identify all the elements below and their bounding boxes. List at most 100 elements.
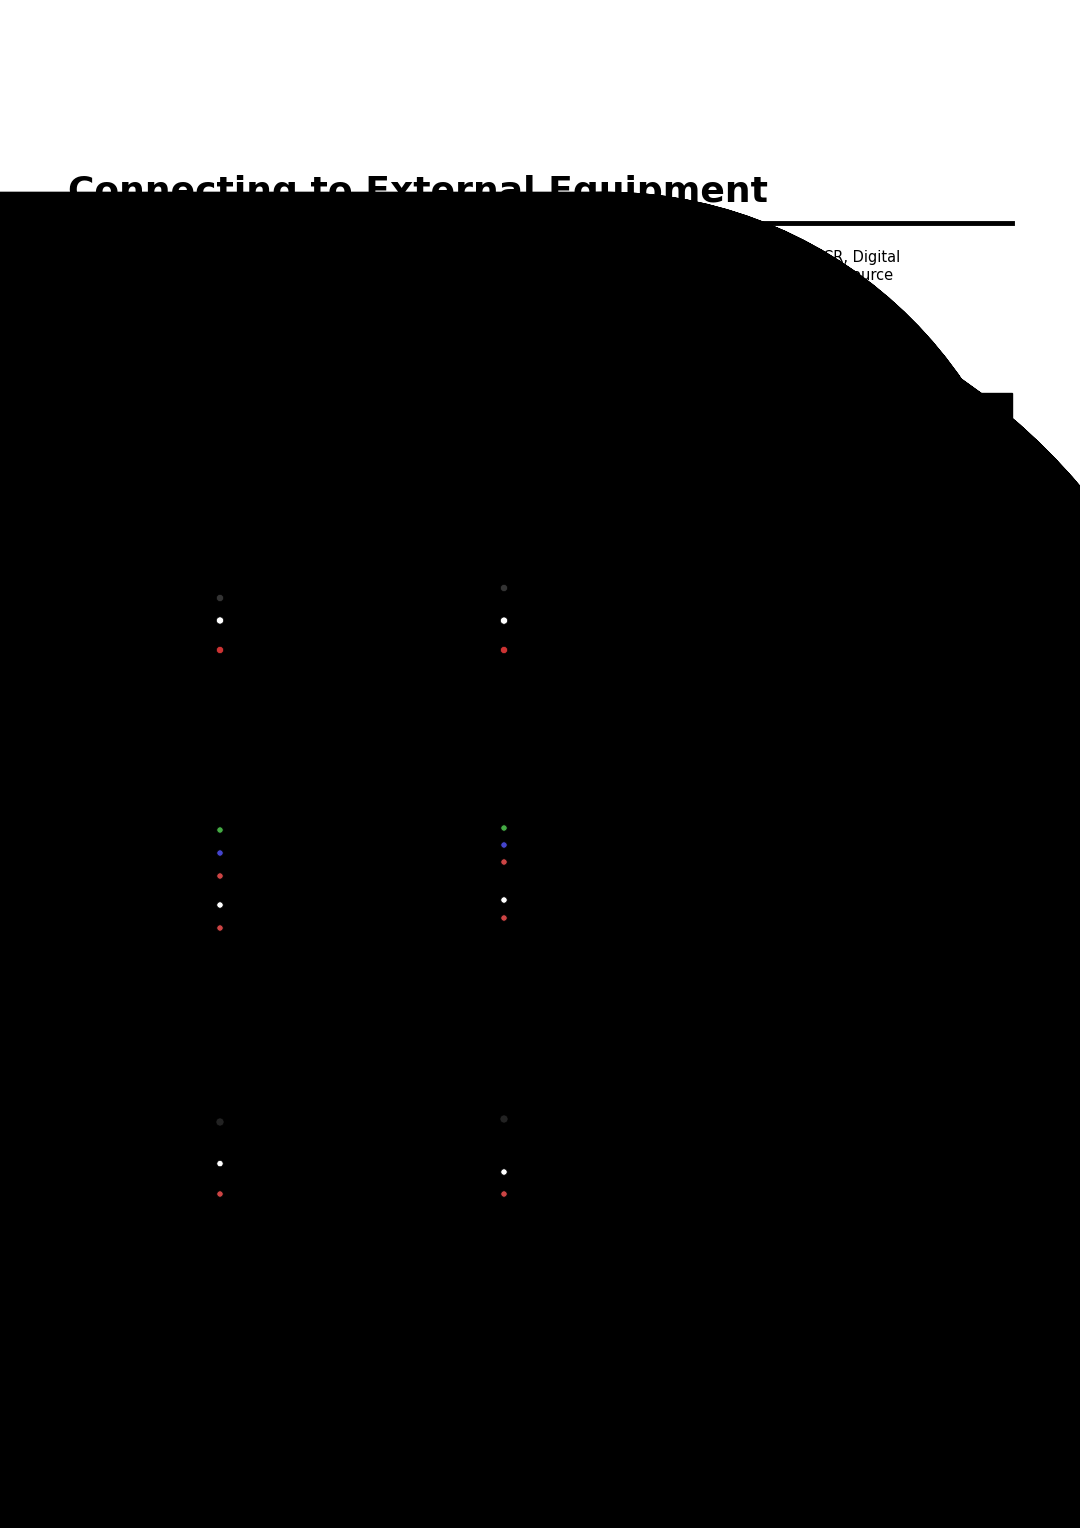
Text: on the remote control unit or on the TV. (See page 15.): on the remote control unit or on the TV.… [129, 286, 536, 301]
Circle shape [496, 613, 512, 628]
Bar [130, 1102, 218, 1212]
Circle shape [553, 1132, 567, 1146]
Text: S-VIDEO  COMPO-
         NENT: S-VIDEO COMPO- NENT [531, 1103, 579, 1114]
Text: When using composite cable (INPUT 3):: When using composite cable (INPUT 3): [68, 494, 395, 507]
Circle shape [513, 611, 531, 630]
Text: Pr: Pr [595, 859, 600, 865]
Text: AUDIO: AUDIO [135, 1178, 156, 1184]
Circle shape [760, 1187, 768, 1196]
Text: INPUT 1: INPUT 1 [541, 940, 569, 944]
Circle shape [194, 646, 201, 654]
Circle shape [497, 892, 511, 908]
Text: AUDIO-R (Red): AUDIO-R (Red) [380, 975, 472, 989]
Circle shape [212, 590, 228, 607]
Circle shape [519, 859, 525, 865]
Circle shape [217, 872, 224, 879]
Text: AUDIO: AUDIO [135, 909, 156, 914]
Text: AV cable: AV cable [245, 588, 299, 601]
Circle shape [519, 1169, 525, 1175]
Bar [640, 795, 795, 944]
Circle shape [213, 1157, 227, 1170]
Circle shape [495, 1109, 513, 1128]
Circle shape [187, 1111, 210, 1132]
Circle shape [519, 825, 525, 831]
Bar [737, 1086, 791, 1213]
Circle shape [497, 1164, 511, 1180]
Circle shape [497, 821, 511, 834]
Circle shape [514, 911, 530, 926]
Circle shape [514, 821, 530, 836]
Text: (commercially available): (commercially available) [245, 895, 400, 908]
Bar [737, 559, 791, 675]
Text: Audio cable: Audio cable [245, 1167, 319, 1180]
Text: Game console/Camcorder: Game console/Camcorder [140, 547, 350, 562]
Circle shape [501, 915, 508, 921]
Text: • See page 13 for connecting a Blu-ray disc player, DVD player or a Digital TV S: • See page 13 for connecting a Blu-ray d… [68, 1319, 688, 1332]
Text: INPUT: INPUT [94, 286, 145, 301]
Text: Pb: Pb [595, 839, 602, 845]
Text: from: from [68, 286, 107, 301]
Circle shape [213, 847, 227, 860]
Bar [510, 1203, 600, 1216]
Text: S-VIDEO cable: S-VIDEO cable [245, 1106, 334, 1120]
Circle shape [501, 897, 508, 903]
Circle shape [193, 1118, 197, 1122]
Circle shape [760, 1144, 768, 1154]
Circle shape [518, 617, 525, 623]
Text: DVD player/Digital TV STB: DVD player/Digital TV STB [140, 781, 356, 796]
Circle shape [190, 1155, 206, 1172]
Circle shape [501, 859, 508, 865]
Circle shape [513, 579, 531, 597]
Bar [705, 944, 724, 957]
Circle shape [501, 1169, 508, 1175]
Circle shape [500, 646, 508, 654]
Circle shape [521, 1120, 524, 1123]
Text: (commercially available): (commercially available) [245, 834, 400, 848]
Bar [68, 1267, 120, 1284]
Bar [705, 680, 724, 692]
Circle shape [501, 1190, 508, 1196]
Text: (commercially available): (commercially available) [245, 1122, 400, 1135]
Circle shape [497, 1187, 511, 1201]
Text: L: L [135, 1161, 139, 1166]
Bar [644, 799, 737, 941]
Text: Connecting to External Equipment: Connecting to External Equipment [68, 176, 768, 209]
Circle shape [190, 1186, 206, 1203]
Circle shape [511, 1108, 534, 1131]
Circle shape [217, 1160, 224, 1167]
Text: When using S-VIDEO cable (INPUT 2):: When using S-VIDEO cable (INPUT 2): [68, 1030, 377, 1045]
Text: Blu-ray disc player/: Blu-ray disc player/ [140, 766, 299, 779]
Circle shape [212, 642, 228, 659]
Circle shape [519, 897, 525, 903]
Circle shape [553, 1112, 567, 1126]
Circle shape [195, 1190, 201, 1196]
Circle shape [189, 588, 207, 607]
Circle shape [557, 1137, 563, 1141]
Text: S-VIDEO: S-VIDEO [135, 1108, 163, 1114]
Circle shape [513, 642, 531, 659]
Circle shape [500, 617, 508, 625]
Text: NOTE: NOTE [80, 1270, 108, 1279]
Text: Connecting Audiovisual Equipment: Connecting Audiovisual Equipment [86, 399, 438, 417]
Circle shape [212, 613, 228, 628]
Circle shape [497, 856, 511, 869]
Circle shape [194, 617, 201, 623]
Text: AUDIO-L (White): AUDIO-L (White) [370, 622, 473, 636]
Circle shape [211, 1112, 229, 1131]
Text: (commercially available): (commercially available) [245, 1183, 400, 1195]
Text: Pᴄ (Red): Pᴄ (Red) [800, 869, 852, 883]
Text: • To enjoy the AQUOS 1080p display capability, connect your external equipment u: • To enjoy the AQUOS 1080p display capab… [68, 1290, 773, 1302]
Circle shape [193, 924, 199, 931]
Circle shape [213, 824, 227, 837]
Bar [640, 555, 795, 680]
Circle shape [557, 1117, 563, 1122]
Circle shape [519, 842, 525, 848]
Text: VCR/Game console/: VCR/Game console/ [140, 1051, 299, 1067]
Circle shape [518, 646, 525, 654]
Circle shape [188, 845, 204, 860]
Circle shape [213, 1187, 227, 1201]
Text: R: R [135, 1198, 139, 1204]
Circle shape [188, 822, 204, 837]
Circle shape [517, 1115, 521, 1118]
Circle shape [519, 1190, 525, 1196]
